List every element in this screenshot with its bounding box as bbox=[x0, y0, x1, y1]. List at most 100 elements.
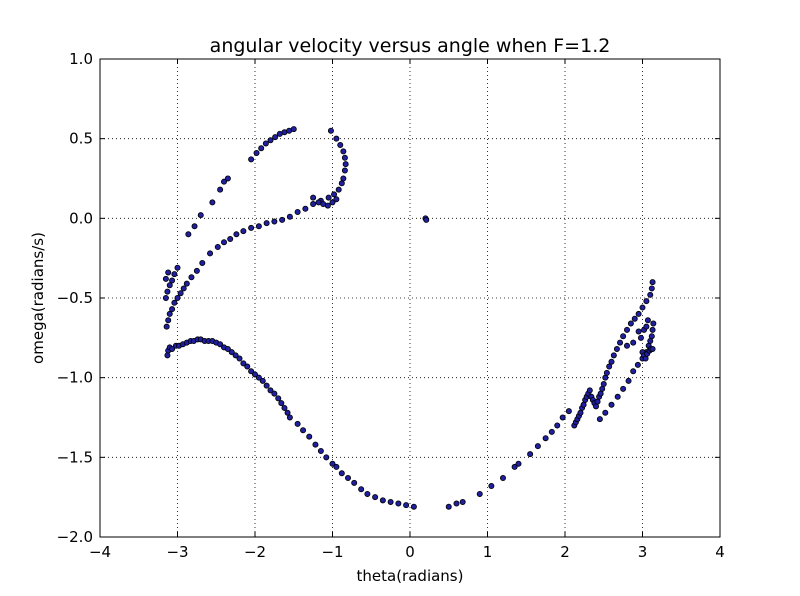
scatter-point bbox=[228, 349, 235, 356]
scatter-point bbox=[263, 220, 270, 227]
y-tick-label: 0.0 bbox=[69, 209, 93, 227]
scatter-point bbox=[286, 213, 293, 220]
scatter-point bbox=[248, 156, 255, 163]
scatter-point bbox=[625, 377, 632, 384]
scatter-point bbox=[180, 285, 187, 292]
scatter-point bbox=[227, 236, 234, 243]
x-axis-label: theta(radians) bbox=[357, 567, 464, 585]
scatter-point bbox=[340, 148, 347, 155]
chart-title: angular velocity versus angle when F=1.2 bbox=[210, 35, 611, 57]
scatter-point bbox=[586, 387, 593, 394]
scatter-point bbox=[488, 483, 495, 490]
scatter-point bbox=[171, 271, 178, 278]
y-tick-label: −1.0 bbox=[57, 369, 93, 387]
scatter-point bbox=[602, 409, 609, 416]
scatter-point bbox=[637, 334, 644, 341]
scatter-point bbox=[631, 315, 638, 322]
scatter-point bbox=[614, 393, 621, 400]
scatter-point bbox=[423, 216, 430, 223]
scatter-point bbox=[620, 385, 627, 392]
scatter-point bbox=[240, 360, 247, 367]
scatter-point bbox=[643, 323, 650, 330]
scatter-point bbox=[294, 420, 301, 427]
scatter-point bbox=[327, 127, 334, 134]
scatter-point bbox=[554, 422, 561, 429]
scatter-point bbox=[542, 435, 549, 442]
scatter-point bbox=[174, 264, 181, 271]
y-tick-label: 1.0 bbox=[69, 50, 93, 68]
scatter-point bbox=[358, 486, 365, 493]
axis-ticks bbox=[99, 58, 721, 538]
scatter-point bbox=[271, 390, 278, 397]
scatter-point bbox=[169, 277, 176, 284]
scatter-point bbox=[606, 363, 613, 370]
scatter-point bbox=[284, 409, 291, 416]
scatter-point bbox=[294, 208, 301, 215]
scatter-point bbox=[272, 134, 279, 141]
scatter-point bbox=[306, 433, 313, 440]
scatter-point bbox=[267, 387, 274, 394]
scatter-point bbox=[169, 345, 176, 352]
scatter-point bbox=[341, 154, 348, 161]
scatter-point bbox=[639, 304, 646, 311]
scatter-point bbox=[171, 299, 178, 306]
scatter-point bbox=[342, 161, 349, 168]
scatter-point bbox=[331, 191, 338, 198]
x-tick-label: −1 bbox=[321, 543, 343, 561]
scatter-point bbox=[271, 218, 278, 225]
scatter-point bbox=[255, 223, 262, 230]
scatter-point bbox=[233, 231, 240, 238]
scatter-point bbox=[191, 223, 198, 230]
scatter-point bbox=[445, 503, 452, 510]
scatter-point bbox=[240, 228, 247, 235]
x-tick-label: 3 bbox=[638, 543, 648, 561]
scatter-point bbox=[634, 361, 641, 368]
scatter-point bbox=[248, 224, 255, 231]
scatter-point bbox=[174, 294, 181, 301]
scatter-point bbox=[630, 368, 637, 375]
scatter-point bbox=[649, 326, 656, 333]
scatter-point bbox=[165, 317, 172, 324]
scatter-point bbox=[310, 200, 317, 207]
scatter-point bbox=[635, 328, 642, 335]
scatter-point bbox=[217, 186, 224, 193]
scatter-point bbox=[325, 194, 332, 201]
scatter-point bbox=[617, 339, 624, 346]
scatter-point bbox=[177, 290, 184, 297]
scatter-point bbox=[341, 167, 348, 174]
scatter-point bbox=[527, 451, 534, 458]
scatter-point bbox=[209, 199, 216, 206]
scatter-point bbox=[338, 470, 345, 477]
scatter-point bbox=[335, 186, 342, 193]
scatter-point bbox=[329, 460, 336, 467]
scatter-point bbox=[387, 498, 394, 505]
scatter-point bbox=[300, 427, 307, 434]
scatter-point bbox=[565, 408, 572, 415]
scatter-point bbox=[534, 443, 541, 450]
scatter-point bbox=[600, 381, 607, 388]
scatter-point bbox=[647, 291, 654, 298]
scatter-point bbox=[232, 352, 239, 359]
scatter-point bbox=[329, 199, 336, 206]
scatter-point bbox=[199, 259, 206, 266]
y-tick-label: −2.0 bbox=[57, 528, 93, 546]
scatter-point bbox=[624, 326, 631, 333]
scatter-point bbox=[236, 355, 243, 362]
scatter-point bbox=[351, 479, 358, 486]
scatter-point bbox=[258, 145, 265, 152]
scatter-point bbox=[214, 244, 221, 251]
scatter-point bbox=[344, 475, 351, 482]
scatter-point bbox=[608, 358, 615, 365]
scatter-point bbox=[453, 500, 460, 507]
scatter-point bbox=[613, 345, 620, 352]
scatter-point bbox=[624, 342, 631, 349]
scatter-point bbox=[395, 500, 402, 507]
scatter-point bbox=[340, 175, 347, 182]
scatter-point bbox=[281, 404, 288, 411]
scatter-point bbox=[267, 137, 274, 144]
scatter-point bbox=[279, 216, 286, 223]
scatter-point bbox=[650, 320, 657, 327]
scatter-point bbox=[162, 294, 169, 301]
